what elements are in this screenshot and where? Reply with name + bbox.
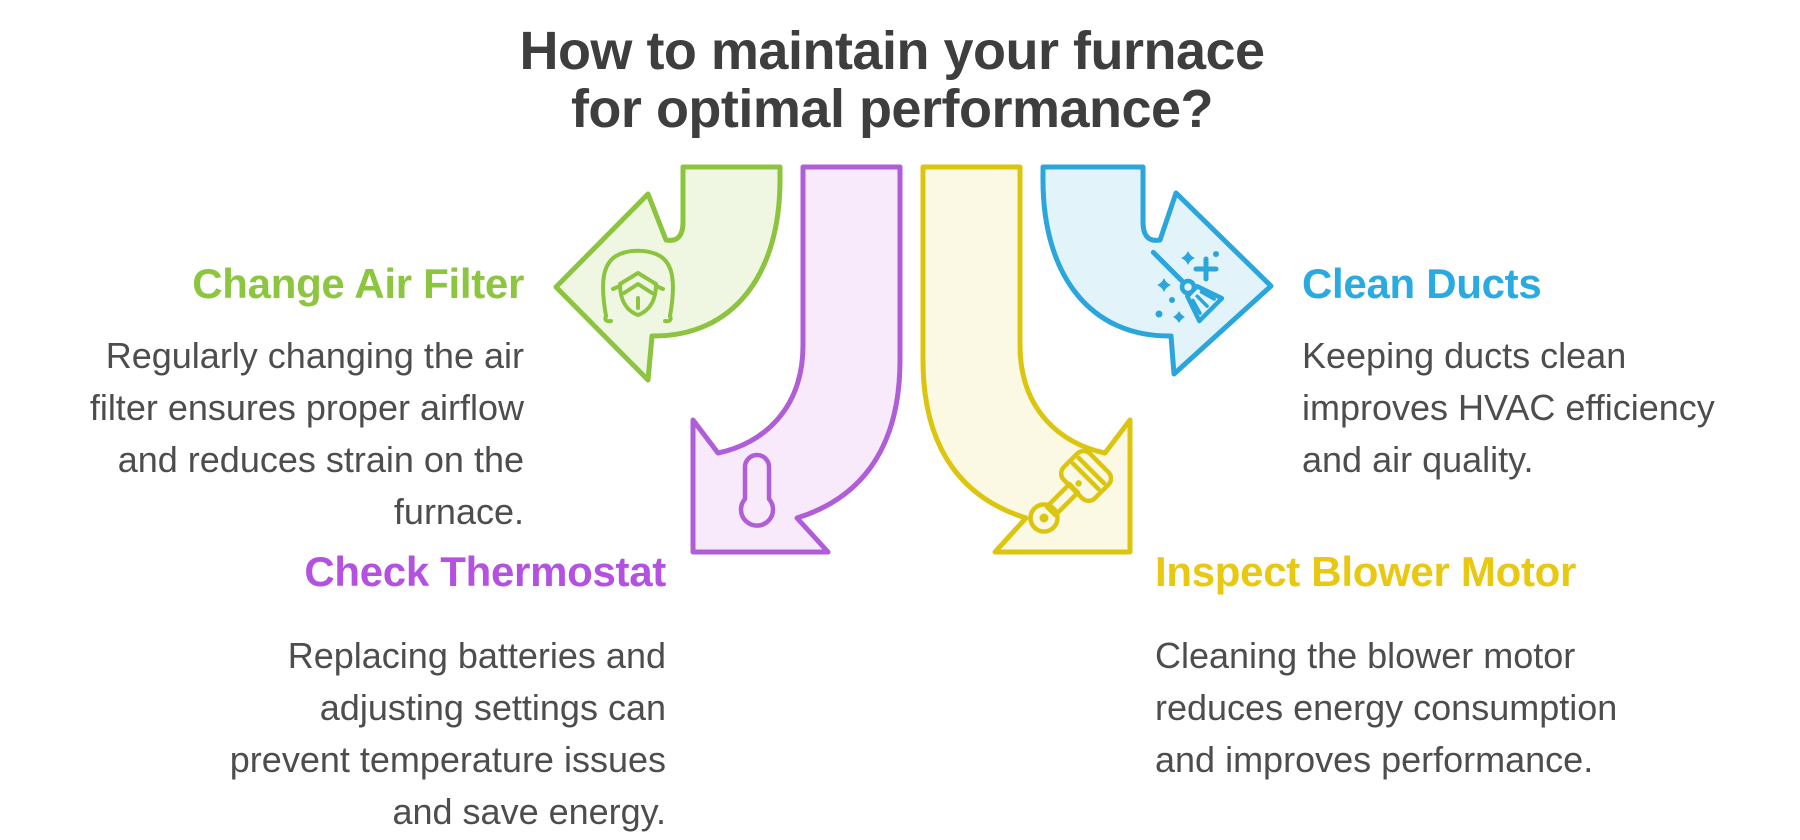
thermometer-icon: [738, 452, 776, 528]
body-line: Cleaning the blower motor: [1155, 635, 1576, 676]
section-clean-ducts: Clean Ducts Keeping ducts clean improves…: [1302, 260, 1792, 486]
section-inspect-blower-motor: Inspect Blower Motor Cleaning the blower…: [1155, 548, 1795, 786]
section-check-thermostat: Check Thermostat Replacing batteries and…: [106, 548, 667, 838]
page-title: How to maintain your furnace for optimal…: [0, 22, 1784, 138]
section-body-check-thermostat: Replacing batteries and adjusting settin…: [106, 630, 666, 838]
section-heading-inspect-blower-motor: Inspect Blower Motor: [1155, 548, 1577, 595]
body-line: and improves performance.: [1155, 739, 1594, 780]
body-line: Keeping ducts clean: [1302, 335, 1627, 376]
section-body-inspect-blower-motor: Cleaning the blower motor reduces energy…: [1155, 630, 1795, 786]
body-line: and air quality.: [1302, 439, 1534, 480]
section-heading-check-thermostat: Check Thermostat: [304, 548, 666, 595]
body-line: improves HVAC efficiency: [1302, 387, 1715, 428]
person-face-mask-icon: [601, 248, 675, 324]
clean-ducts-arrow: [1040, 164, 1274, 377]
sparkle-plus: [1193, 256, 1219, 282]
body-line: prevent temperature issues: [229, 739, 666, 780]
section-body-clean-ducts: Keeping ducts clean improves HVAC effici…: [1302, 330, 1792, 486]
body-line: furnace.: [393, 491, 524, 532]
page-title-line-2: for optimal performance?: [570, 79, 1214, 139]
body-line: and reduces strain on the: [117, 439, 524, 480]
body-line: filter ensures proper airflow: [89, 387, 524, 428]
body-line: Replacing batteries and: [287, 635, 666, 676]
body-line: Regularly changing the air: [105, 335, 524, 376]
section-heading-clean-ducts: Clean Ducts: [1302, 260, 1542, 307]
sparkle-stars: [1155, 251, 1219, 323]
section-change-air-filter: Change Air Filter Regularly changing the…: [0, 260, 524, 538]
check-thermostat-arrow: [690, 164, 903, 555]
change-air-filter-arrow: [553, 164, 783, 383]
body-line: reduces energy consumption: [1155, 687, 1618, 728]
section-body-change-air-filter: Regularly changing the air filter ensure…: [0, 330, 524, 538]
body-line: adjusting settings can: [319, 687, 666, 728]
section-heading-change-air-filter: Change Air Filter: [192, 260, 524, 307]
body-line: and save energy.: [392, 791, 666, 832]
page-title-line-1: How to maintain your furnace: [519, 21, 1265, 81]
piston-icon: [1028, 448, 1114, 534]
broom-sparkles-icon: [1150, 249, 1225, 324]
